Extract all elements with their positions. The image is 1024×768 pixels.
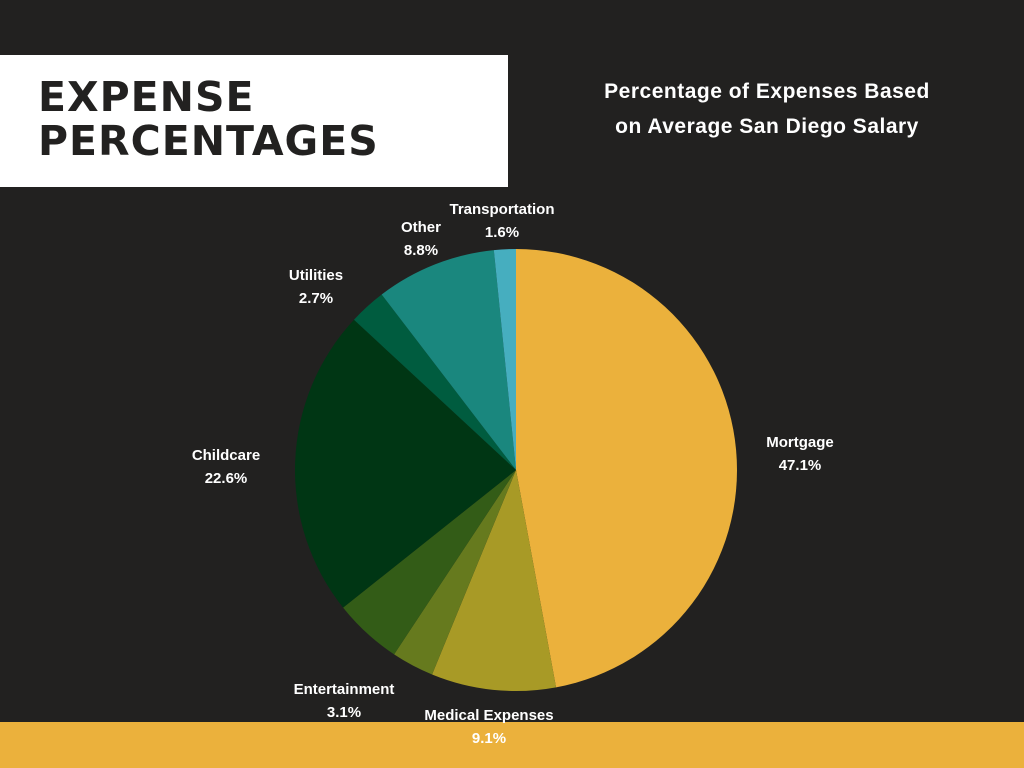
slice-label-text: Other (401, 219, 441, 236)
slice-label-text: Transportation (449, 201, 554, 218)
slice-label-text: Utilities (289, 267, 343, 284)
slice-label-text: Medical Expenses (424, 707, 553, 724)
slice-value-text: 3.1% (327, 704, 361, 721)
chart-title-line-2: on Average San Diego Salary (615, 115, 919, 138)
chart-title: Percentage of Expenses Based on Average … (560, 74, 974, 144)
slice-value-text: 2.7% (299, 290, 333, 307)
slice-value-text: 22.6% (205, 470, 248, 487)
pie-slice-transportation (493, 249, 516, 470)
heading-line-1: EXPENSE (38, 73, 255, 121)
pie-slice-unlabeled (343, 470, 516, 655)
pie-slice-mortgage (516, 249, 737, 688)
pie-slice-childcare (295, 319, 516, 608)
pie-slice-utilities (353, 294, 516, 470)
pie-slice-medical-expenses (432, 470, 557, 691)
slice-label-text: Mortgage (766, 434, 834, 451)
footer-bar (0, 722, 1024, 768)
pie-slice-other (381, 250, 516, 470)
heading-box: EXPENSE PERCENTAGES (0, 55, 508, 187)
slice-value-text: 1.6% (485, 224, 519, 241)
slice-label-text: Entertainment (294, 681, 395, 698)
chart-title-line-1: Percentage of Expenses Based (604, 80, 930, 103)
heading-line-2: PERCENTAGES (38, 117, 379, 165)
slice-value-text: 47.1% (779, 457, 822, 474)
slice-value-text: 8.8% (404, 242, 438, 259)
slice-value-text: 9.1% (472, 730, 506, 747)
slice-label-text: Childcare (192, 447, 260, 464)
pie-slice-entertainment (394, 470, 516, 675)
